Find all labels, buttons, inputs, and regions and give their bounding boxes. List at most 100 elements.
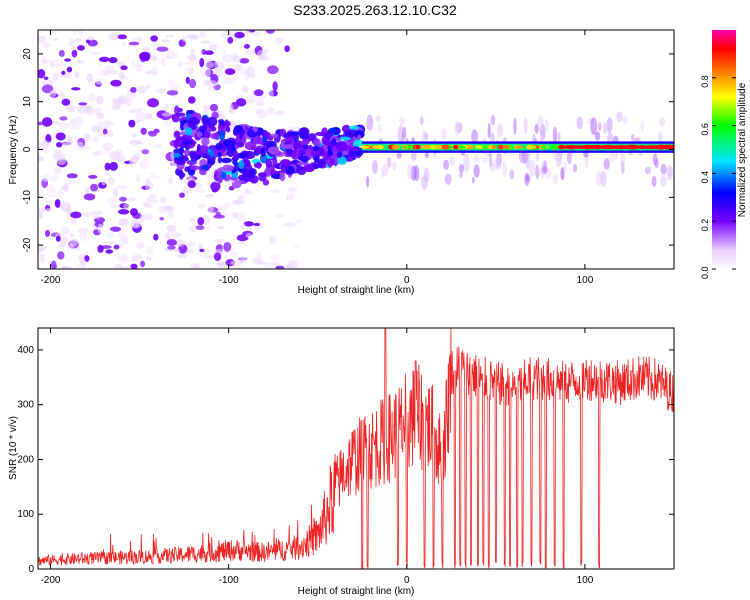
band-blob bbox=[353, 130, 365, 139]
noise-blob bbox=[149, 55, 157, 61]
noise-blob bbox=[140, 260, 146, 268]
line-blob bbox=[434, 145, 442, 149]
noise-blob bbox=[41, 84, 54, 94]
noise-blob bbox=[109, 161, 118, 171]
noise-blob bbox=[151, 66, 158, 77]
noise-blob bbox=[224, 68, 236, 75]
noise-blob bbox=[174, 248, 181, 253]
noise-blob bbox=[43, 76, 49, 80]
streak-blob bbox=[444, 173, 452, 185]
streak-blob bbox=[597, 121, 602, 132]
band-blob bbox=[315, 131, 327, 137]
y-tick-label: 300 bbox=[17, 400, 34, 411]
band-blob bbox=[252, 135, 263, 145]
noise-blob bbox=[60, 266, 68, 269]
noise-blob bbox=[213, 60, 224, 66]
noise-blob bbox=[204, 194, 215, 199]
y-tick-label: 0 bbox=[22, 146, 33, 152]
noise-blob bbox=[58, 122, 70, 129]
noise-blob bbox=[51, 58, 64, 68]
noise-blob bbox=[136, 241, 145, 249]
noise-blob bbox=[265, 30, 275, 34]
noise-blob bbox=[55, 153, 66, 161]
streak-blob bbox=[419, 115, 424, 126]
x-tick-label: 0 bbox=[404, 575, 410, 586]
band-blob bbox=[173, 159, 185, 165]
colorbar-label: Normalized spectral amplitude bbox=[737, 82, 748, 217]
band-blob bbox=[201, 115, 209, 125]
noise-blob bbox=[141, 149, 149, 155]
noise-blob bbox=[147, 98, 159, 108]
noise-blob bbox=[117, 34, 128, 40]
noise-blob bbox=[61, 70, 66, 75]
band-blob bbox=[201, 164, 209, 171]
noise-blob bbox=[38, 96, 43, 101]
noise-blob bbox=[139, 51, 151, 61]
streak-blob bbox=[543, 159, 547, 175]
noise-blob bbox=[269, 236, 277, 244]
streak-blob bbox=[502, 160, 507, 178]
streak-blob bbox=[482, 157, 489, 164]
colorbar-tick-label: 0.8 bbox=[700, 75, 710, 88]
band-blob bbox=[263, 132, 271, 137]
streak-blob bbox=[421, 174, 428, 190]
noise-blob bbox=[45, 229, 51, 238]
noise-blob bbox=[131, 60, 136, 67]
noise-blob bbox=[145, 83, 151, 89]
band-blob bbox=[209, 132, 220, 140]
y-tick-label: 200 bbox=[17, 454, 34, 465]
noise-blob bbox=[74, 71, 80, 79]
noise-blob bbox=[55, 235, 61, 242]
noise-blob bbox=[200, 30, 206, 39]
noise-blob bbox=[179, 192, 185, 198]
noise-blob bbox=[236, 234, 249, 242]
noise-blob bbox=[178, 61, 183, 68]
noise-blob bbox=[287, 187, 298, 192]
noise-blob bbox=[97, 223, 104, 234]
noise-blob bbox=[108, 56, 118, 64]
noise-blob bbox=[66, 205, 72, 215]
noise-blob bbox=[97, 244, 104, 253]
streak-blob bbox=[458, 171, 463, 179]
noise-blob bbox=[151, 241, 159, 246]
noise-blob bbox=[105, 172, 110, 176]
noise-blob bbox=[94, 78, 107, 85]
line-blob bbox=[391, 144, 400, 150]
band-blob bbox=[297, 155, 309, 162]
noise-blob bbox=[135, 64, 143, 72]
noise-blob bbox=[67, 177, 76, 186]
noise-blob bbox=[232, 211, 239, 219]
noise-blob bbox=[98, 56, 110, 63]
noise-blob bbox=[132, 219, 140, 228]
noise-blob bbox=[70, 211, 82, 219]
noise-blob bbox=[124, 97, 133, 107]
y-tick-label: -10 bbox=[22, 190, 33, 205]
noise-blob bbox=[138, 159, 150, 170]
noise-blob bbox=[120, 236, 129, 246]
noise-blob bbox=[144, 181, 154, 191]
noise-blob bbox=[58, 49, 65, 58]
noise-blob bbox=[121, 265, 132, 269]
line-blob bbox=[539, 145, 548, 149]
noise-blob bbox=[38, 68, 46, 79]
noise-blob bbox=[176, 253, 188, 259]
noise-blob bbox=[237, 194, 246, 200]
noise-blob bbox=[197, 217, 205, 226]
noise-blob bbox=[70, 218, 77, 225]
noise-blob bbox=[101, 245, 112, 249]
band-blob bbox=[206, 116, 218, 127]
noise-blob bbox=[69, 233, 75, 238]
noise-blob bbox=[245, 30, 251, 35]
band-blob bbox=[253, 126, 258, 133]
band-blob bbox=[190, 153, 199, 162]
y-tick-label: 10 bbox=[22, 96, 33, 108]
noise-blob bbox=[77, 45, 85, 51]
y-tick-label: 100 bbox=[17, 509, 34, 520]
band-blob bbox=[178, 172, 186, 178]
band-blob bbox=[215, 142, 223, 151]
band-blob bbox=[304, 148, 312, 155]
streak-blob bbox=[371, 159, 379, 175]
noise-blob bbox=[189, 225, 197, 234]
streak-blob bbox=[392, 161, 397, 171]
